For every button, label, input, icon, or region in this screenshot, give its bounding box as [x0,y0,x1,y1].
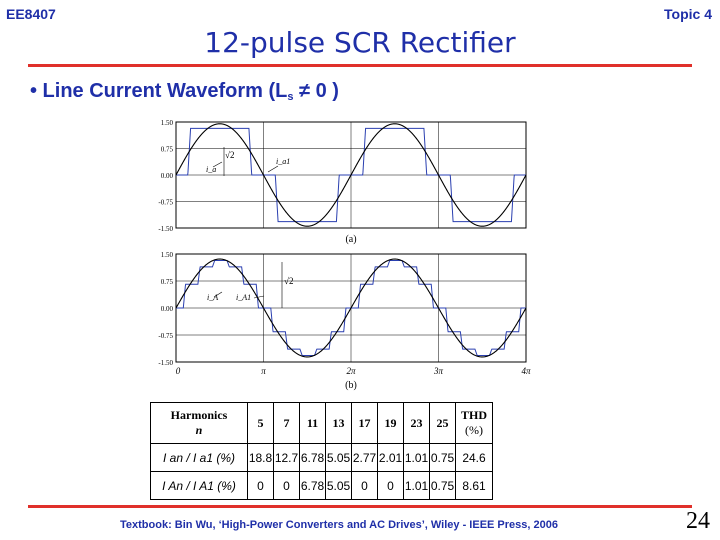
thd-label: THD [460,408,487,422]
page-number: 24 [686,508,710,534]
caption-a: (a) [345,234,356,245]
y-tick-label: 1.50 [161,251,174,259]
table-cell: 12.7 [273,443,300,472]
top-divider [28,64,692,67]
row-label: I an / I a1 (%) [150,443,248,472]
table-row: I An / I A1 (%) 0 0 6.78 5.05 0 0 1.01 0… [150,471,493,500]
table-cell: 2.77 [351,443,378,472]
harmonic-order: 25 [429,402,456,444]
textbook-reference: Textbook: Bin Wu, ‘High-Power Converters… [120,519,558,531]
table-cell: 0 [273,471,300,500]
harmonic-order: 23 [403,402,430,444]
header-n: n [195,423,203,437]
y-tick-label: -1.50 [158,359,173,367]
chart-a: 1.50 0.75 0.00 -0.75 -1.50 i_a i_a1 √2 (a) [158,119,527,245]
table-cell: 1.01 [403,443,430,472]
harmonics-table: Harmonics n 5 7 11 13 17 19 23 25 THD (%) … [150,402,493,500]
thd-header: THD (%) [455,402,493,444]
y-tick-label: -1.50 [158,225,173,233]
bullet-heading: • Line Current Waveform (Ls ≠ 0 ) [30,80,339,103]
x-tick-label: 4π [521,366,531,376]
thd-unit: (%) [465,423,483,437]
row-label: I An / I A1 (%) [150,471,248,500]
y-tick-label: -0.75 [158,199,173,207]
label-iA: i_A [207,293,218,302]
thd-cell: 24.6 [455,443,493,472]
bottom-divider [28,505,692,508]
bullet-subscript: s [287,91,294,103]
harmonic-order: 13 [325,402,352,444]
table-cell: 0 [351,471,378,500]
label-ia: i_a [206,165,216,174]
label-iA1: i_A1 [236,293,251,302]
table-row: I an / I a1 (%) 18.8 12.7 6.78 5.05 2.77… [150,443,493,472]
label-ia1: i_a1 [276,157,290,166]
table-cell: 0 [377,471,404,500]
harmonic-order: 19 [377,402,404,444]
chart-a-yticks: 1.50 0.75 0.00 -0.75 -1.50 [158,119,173,233]
y-tick-label: 1.50 [161,119,174,127]
slide-title: 12-pulse SCR Rectifier [204,26,516,59]
y-tick-label: 0.75 [161,146,174,154]
table-cell: 5.05 [325,443,352,472]
y-tick-label: -0.75 [158,332,173,340]
topic-label: Topic 4 [664,6,712,22]
thd-cell: 8.61 [455,471,493,500]
x-tick-label: 2π [346,366,356,376]
series-iA1 [175,258,527,358]
y-tick-label: 0.00 [161,172,174,180]
chart-b: 1.50 0.75 0.00 -0.75 -1.50 0 π 2π 3π 4π i_A i_A1… [158,251,531,391]
chart-b-xticks: 0 π 2π 3π 4π [176,366,531,376]
bullet-prefix: • Line Current Waveform (L [30,80,288,102]
x-tick-label: 3π [433,366,444,376]
x-tick-label: π [261,366,266,376]
bullet-suffix: ≠ 0 ) [293,80,339,102]
harmonic-order: 11 [299,402,326,444]
harmonic-order: 5 [247,402,274,444]
table-cell: 18.8 [247,443,274,472]
chart-b-yticks: 1.50 0.75 0.00 -0.75 -1.50 [158,251,173,367]
table-cell: 6.78 [299,443,326,472]
y-tick-label: 0.00 [161,305,174,313]
table-cell: 5.05 [325,471,352,500]
table-cell: 1.01 [403,471,430,500]
table-header-label: Harmonics n [150,402,248,444]
x-tick-label: 0 [176,366,181,376]
harmonic-order: 17 [351,402,378,444]
series-ia1 [175,123,527,227]
course-code: EE8407 [6,6,56,22]
table-header-row: Harmonics n 5 7 11 13 17 19 23 25 THD (%) [150,402,493,444]
label-ia1-leader [267,165,279,173]
table-cell: 6.78 [299,471,326,500]
table-cell: 0.75 [429,471,456,500]
label-iA-leader [213,291,223,298]
table-cell: 0 [247,471,274,500]
harmonic-order: 7 [273,402,300,444]
table-cell: 0.75 [429,443,456,472]
y-tick-label: 0.75 [161,278,174,286]
caption-b: (b) [345,380,357,391]
label-ia-leader [212,161,223,168]
label-iA1-leader [253,295,265,299]
sqrt2-label-a: √2 [225,150,234,160]
sqrt2-label-b: √2 [284,276,293,286]
table-cell: 2.01 [377,443,404,472]
waveform-figure: 1.50 0.75 0.00 -0.75 -1.50 i_a i_a1 √2 (a) 1… [158,119,531,391]
header-harmonics: Harmonics [170,408,228,422]
